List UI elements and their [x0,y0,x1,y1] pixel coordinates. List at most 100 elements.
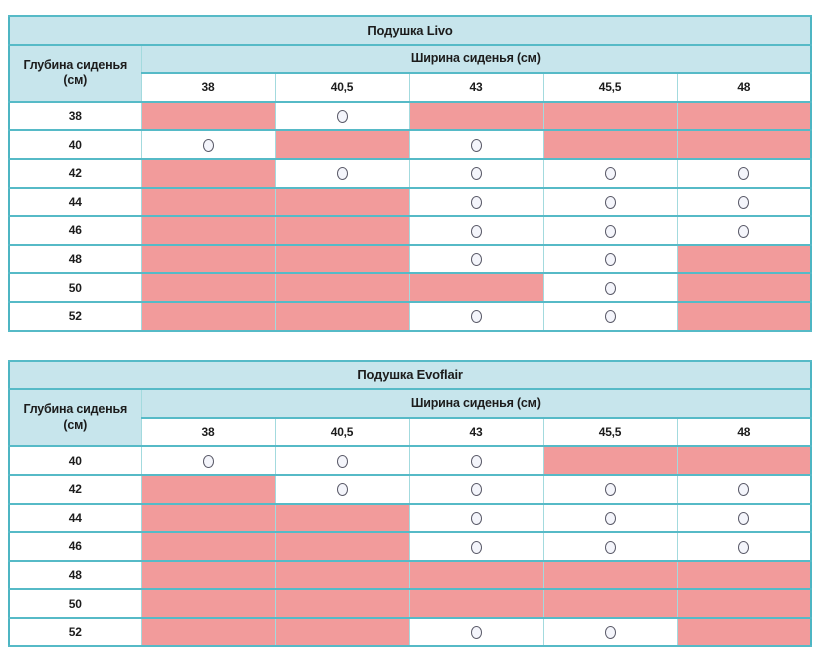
unavailable-cell [274,502,410,534]
available-circle-icon [738,483,750,497]
table-title: Подушка Evoflair [8,359,812,391]
available-circle-icon [604,253,616,267]
depth-value: 40 [8,129,142,160]
unavailable-cell [140,531,276,562]
available-cell [408,129,544,160]
depth-value: 48 [8,559,142,591]
available-cell [542,502,678,534]
available-circle-icon [470,540,482,554]
depth-value: 50 [8,588,142,619]
unavailable-cell [676,300,812,332]
available-circle-icon [470,253,482,267]
available-circle-icon [738,540,750,554]
depth-value: 48 [8,243,142,275]
width-value: 40,5 [274,416,410,448]
depth-value: 42 [8,473,142,505]
table-title: Подушка Livo [8,15,812,46]
depth-value: 44 [8,186,142,218]
available-cell [274,445,410,476]
table-row: 52 [8,616,812,647]
available-cell [408,215,544,246]
available-circle-icon [738,167,750,181]
unavailable-cell [274,186,410,218]
available-circle-icon [604,483,616,497]
available-circle-icon [470,454,482,468]
width-value: 48 [676,72,812,103]
available-cell [274,100,410,132]
available-cell [676,215,812,246]
table-row: 40 [8,445,812,476]
available-circle-icon [604,224,616,238]
depth-value: 40 [8,445,142,476]
available-circle-icon [738,196,750,210]
available-circle-icon [604,281,616,295]
table-row: 48 [8,243,812,275]
available-cell [408,157,544,189]
unavailable-cell [274,243,410,275]
unavailable-cell [274,272,410,303]
depth-header: Глубина сиденья (см) [8,43,142,103]
unavailable-cell [408,559,544,591]
unavailable-cell [140,588,276,619]
table-row: 40 [8,129,812,160]
available-cell [676,473,812,505]
unavailable-cell [676,272,812,303]
depth-value: 50 [8,272,142,303]
unavailable-cell [408,100,544,132]
unavailable-cell [140,559,276,591]
unavailable-cell [542,445,678,476]
depth-value: 38 [8,100,142,132]
available-circle-icon [470,224,482,238]
available-cell [408,300,544,332]
available-cell [542,215,678,246]
available-circle-icon [336,110,348,124]
available-cell [140,129,276,160]
available-circle-icon [336,167,348,181]
available-circle-icon [470,196,482,210]
unavailable-cell [140,100,276,132]
unavailable-cell [274,300,410,332]
available-cell [408,531,544,562]
unavailable-cell [140,243,276,275]
available-circle-icon [604,167,616,181]
available-cell [676,157,812,189]
available-circle-icon [604,626,616,640]
table-row: 42 [8,473,812,505]
unavailable-cell [274,616,410,647]
tables-container: Подушка Livo Глубина сиденья (см) Ширина с… [0,15,818,647]
available-circle-icon [470,138,482,152]
page: Подушка Livo Глубина сиденья (см) Ширина с… [0,15,818,647]
table-row: 46 [8,531,812,562]
width-value: 38 [140,72,276,103]
available-circle-icon [470,626,482,640]
available-cell [542,157,678,189]
unavailable-cell [140,300,276,332]
available-circle-icon [336,454,348,468]
available-cell [676,531,812,562]
available-cell [676,186,812,218]
table-row: 46 [8,215,812,246]
unavailable-cell [140,215,276,246]
available-cell [676,502,812,534]
available-circle-icon [738,511,750,525]
unavailable-cell [676,445,812,476]
available-circle-icon [604,511,616,525]
unavailable-cell [140,272,276,303]
available-circle-icon [470,483,482,497]
unavailable-cell [140,157,276,189]
available-cell [542,300,678,332]
unavailable-cell [408,272,544,303]
unavailable-cell [676,243,812,275]
unavailable-cell [274,215,410,246]
depth-value: 42 [8,157,142,189]
unavailable-cell [676,129,812,160]
unavailable-cell [408,588,544,619]
available-cell [140,445,276,476]
width-value: 45,5 [542,72,678,103]
available-cell [542,616,678,647]
unavailable-cell [140,616,276,647]
width-value: 43 [408,416,544,448]
unavailable-cell [542,129,678,160]
width-header: Ширина сиденья (см) [140,388,812,419]
available-cell [542,531,678,562]
